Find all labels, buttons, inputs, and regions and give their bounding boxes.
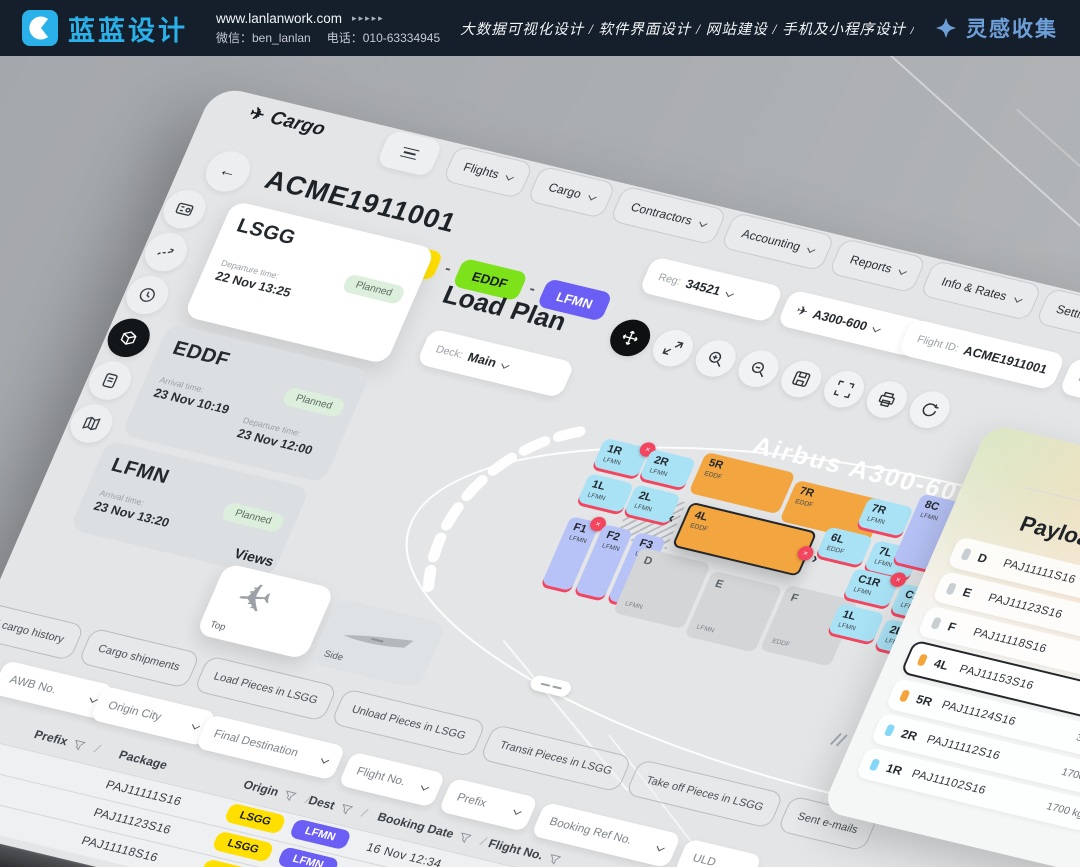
chevron-down-icon xyxy=(899,267,908,276)
nav-item-info-rates[interactable]: Info & Rates xyxy=(919,259,1043,322)
zoom-out-button[interactable] xyxy=(732,346,785,391)
filter-icon[interactable] xyxy=(339,802,354,815)
phone-label: 电话：010-63334945 xyxy=(326,30,441,45)
route-icon xyxy=(157,248,174,255)
status-dot xyxy=(898,689,911,703)
status-dot xyxy=(960,547,972,561)
printer-icon xyxy=(878,391,895,408)
filter-icon[interactable] xyxy=(458,831,473,844)
chevron-down-icon xyxy=(588,192,597,201)
sidebar-item-history[interactable] xyxy=(119,271,175,319)
logo-icon xyxy=(22,10,58,46)
nav-item-cargo[interactable]: Cargo xyxy=(526,165,617,219)
cargo-table: Prefix / Package Origin / Dest / Booking… xyxy=(0,681,940,867)
move-icon xyxy=(622,330,638,345)
plane-top-icon: ✈ xyxy=(232,577,276,622)
sidebar-item-documents[interactable] xyxy=(82,357,138,404)
expand-button[interactable] xyxy=(646,326,700,371)
chevron-down-icon xyxy=(191,721,201,730)
chevron-down-icon xyxy=(506,172,515,181)
app-logo-text: Cargo xyxy=(266,107,329,141)
banner-contact: www.lanlanwork.com ▸▸▸▸▸ 微信：ben_lanlan 电… xyxy=(216,11,440,46)
chevron-down-icon xyxy=(656,843,665,852)
sidebar-item-map[interactable] xyxy=(63,400,119,447)
chevron-down-icon xyxy=(872,324,881,333)
plane-icon: ✈ xyxy=(246,103,268,125)
status-dot xyxy=(883,723,896,737)
back-icon: ← xyxy=(215,160,241,182)
services-list: 大数据可视化设计 / 软件界面设计 / 网站建设 / 手机及小程序设计 / 软件… xyxy=(460,21,914,38)
filter-origin-city[interactable]: Origin City xyxy=(89,685,217,747)
print-button[interactable] xyxy=(860,377,914,422)
plane-side-icon xyxy=(344,635,414,648)
view-top-button[interactable]: ✈ Top xyxy=(195,562,336,660)
nav-item-reports[interactable]: Reports xyxy=(828,238,928,294)
filter-icon[interactable] xyxy=(547,852,562,865)
zoom-out-icon xyxy=(751,362,764,378)
refresh-icon xyxy=(922,403,939,417)
arrows-icon: ▸▸▸▸▸ xyxy=(352,12,385,23)
chevron-down-icon xyxy=(320,755,330,764)
cargo-app-window: ✈ Cargo Flights Cargo Contractors Accoun… xyxy=(0,85,1080,867)
logo-text: 蓝蓝设计 xyxy=(68,15,188,46)
hamburger-menu-button[interactable] xyxy=(375,129,444,178)
route-dash: - xyxy=(526,280,539,298)
save-icon xyxy=(792,371,811,387)
chevron-down-icon xyxy=(725,289,734,298)
website-url: www.lanlanwork.com xyxy=(216,10,343,26)
tab-cargo-shipments[interactable]: Cargo shipments xyxy=(77,627,201,689)
wechat-label: 微信：ben_lanlan xyxy=(216,30,311,45)
expand-icon xyxy=(662,341,684,355)
map-icon xyxy=(82,416,101,431)
pan-tool-button[interactable] xyxy=(603,315,657,361)
site-banner: 蓝蓝设计 www.lanlanwork.com ▸▸▸▸▸ 微信：ben_lan… xyxy=(0,0,1080,56)
select-frame-button[interactable] xyxy=(817,367,871,412)
package-icon xyxy=(120,331,137,345)
refresh-button[interactable] xyxy=(903,387,956,432)
site-logo: 蓝蓝设计 xyxy=(22,9,188,48)
status-badge: Planned xyxy=(341,273,407,305)
status-dot xyxy=(868,758,881,772)
save-button[interactable] xyxy=(775,356,828,402)
status-dot xyxy=(945,582,957,596)
chevron-down-icon xyxy=(1013,294,1023,303)
clock-icon xyxy=(139,288,155,302)
nav-item-settings[interactable]: Settings xyxy=(1034,287,1080,344)
flight-id-chip: Flight ID: ACME1911001 xyxy=(897,318,1067,391)
app-logo: ✈ Cargo xyxy=(246,103,329,141)
tab-offloaded-cargo-history[interactable]: Offloaded cargo history xyxy=(0,592,85,661)
chevron-down-icon xyxy=(513,807,522,815)
filter-icon[interactable] xyxy=(283,789,298,802)
collection-button[interactable]: 灵感收集 xyxy=(934,13,1058,43)
route-dash: - xyxy=(442,260,455,278)
plane-icon: ✈ xyxy=(794,302,811,320)
star-icon xyxy=(936,18,956,38)
ticket-icon xyxy=(175,202,194,216)
nav-item-flights[interactable]: Flights xyxy=(441,145,535,200)
document-icon xyxy=(102,373,118,389)
reg-dropdown[interactable]: Reg: 34521 xyxy=(638,256,785,323)
back-button[interactable]: ← xyxy=(198,146,257,196)
view-side-button[interactable]: Side xyxy=(309,597,447,690)
chevron-down-icon xyxy=(420,782,430,791)
chevron-down-icon xyxy=(807,245,816,254)
zoom-in-button[interactable] xyxy=(689,336,742,381)
status-dot xyxy=(916,653,929,667)
frame-select-icon xyxy=(833,380,855,399)
table-header: Prefix / Package Origin / Dest / Booking… xyxy=(0,681,940,867)
diagram-toolbar xyxy=(603,315,956,432)
status-dot xyxy=(930,616,943,630)
zoom-in-icon xyxy=(709,351,722,367)
sidebar-item-tickets[interactable] xyxy=(157,186,213,233)
nav-item-accounting[interactable]: Accounting xyxy=(720,212,836,272)
sidebar-item-route[interactable] xyxy=(138,228,194,276)
id-chip: ID: A xyxy=(1058,357,1080,421)
chevron-down-icon xyxy=(699,219,708,228)
sidebar-item-load-plan[interactable] xyxy=(101,314,157,362)
filter-icon[interactable] xyxy=(72,738,87,751)
nav-item-contractors[interactable]: Contractors xyxy=(609,185,728,246)
